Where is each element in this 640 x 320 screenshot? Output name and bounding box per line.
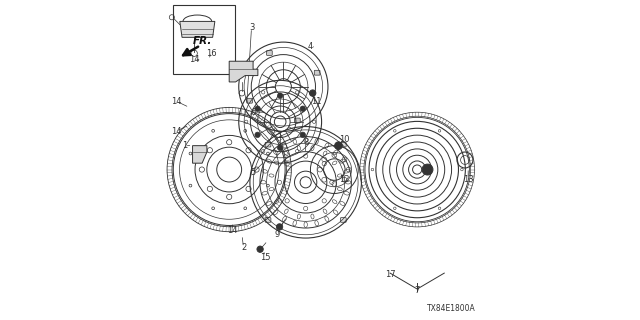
Text: 2: 2 [241, 243, 246, 252]
FancyBboxPatch shape [246, 98, 252, 103]
Polygon shape [229, 61, 258, 82]
FancyBboxPatch shape [265, 142, 271, 147]
FancyBboxPatch shape [340, 218, 346, 222]
Polygon shape [193, 146, 207, 163]
Bar [173, 5, 235, 74]
Text: 14: 14 [189, 55, 200, 64]
Text: TX84E1800A: TX84E1800A [428, 304, 476, 313]
Circle shape [278, 93, 283, 98]
Circle shape [255, 106, 260, 111]
Circle shape [335, 142, 342, 149]
Circle shape [255, 132, 260, 138]
Text: 14: 14 [227, 226, 237, 235]
Text: 14: 14 [171, 97, 181, 106]
Text: 3: 3 [249, 23, 254, 32]
FancyBboxPatch shape [340, 142, 346, 147]
Circle shape [276, 224, 283, 230]
FancyBboxPatch shape [265, 218, 271, 222]
Circle shape [278, 145, 283, 150]
Circle shape [300, 106, 305, 111]
Circle shape [300, 132, 305, 138]
Text: 15: 15 [260, 253, 271, 262]
Text: 5: 5 [250, 168, 256, 177]
Text: 12: 12 [339, 175, 349, 184]
Text: 6: 6 [250, 108, 256, 117]
Text: 1: 1 [182, 141, 188, 150]
Text: 14: 14 [171, 127, 181, 136]
Text: 4: 4 [308, 42, 313, 52]
Text: FR.: FR. [193, 36, 212, 46]
Text: 9: 9 [275, 230, 280, 239]
Text: 8: 8 [303, 138, 308, 147]
FancyBboxPatch shape [294, 118, 300, 123]
Circle shape [422, 164, 433, 175]
Text: 13: 13 [463, 175, 474, 184]
Text: 11: 11 [312, 97, 322, 106]
Text: 10: 10 [339, 135, 349, 144]
Text: 7: 7 [415, 286, 420, 295]
Text: 17: 17 [385, 270, 396, 279]
FancyBboxPatch shape [314, 70, 320, 75]
Circle shape [310, 90, 316, 96]
Circle shape [257, 246, 263, 252]
FancyBboxPatch shape [266, 51, 272, 55]
Text: 16: 16 [206, 49, 217, 58]
Polygon shape [180, 21, 215, 37]
